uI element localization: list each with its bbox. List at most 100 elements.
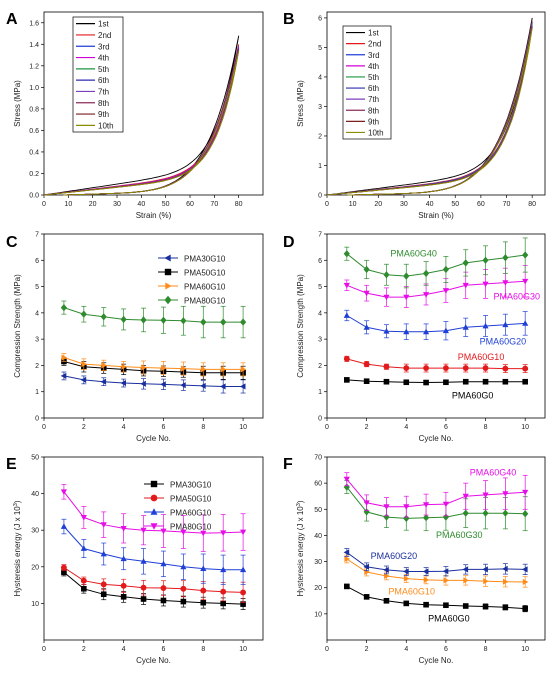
x-tick-label: 0	[42, 424, 46, 431]
plot-frame	[43, 456, 264, 641]
data-point	[423, 576, 430, 583]
legend-label: 1st	[98, 20, 109, 29]
y-tick-label: 20	[31, 564, 39, 571]
y-tick-label: 1	[318, 163, 322, 170]
data-point	[462, 378, 469, 385]
legend-label: PMA30G10	[170, 481, 212, 490]
x-tick-label: 10	[521, 424, 529, 431]
y-tick-label: 1.2	[29, 63, 39, 70]
x-tick-label: 10	[349, 201, 357, 208]
data-point	[160, 597, 167, 604]
data-point	[384, 572, 390, 579]
data-point	[502, 254, 509, 262]
legend-label: PMA50G10	[170, 495, 212, 504]
x-tick-label: 20	[89, 201, 97, 208]
data-point	[462, 493, 469, 500]
data-point	[200, 318, 207, 326]
x-tick-label: 2	[365, 424, 369, 431]
series-line	[63, 491, 244, 534]
y-axis-title-main: Stress (MPa)	[13, 80, 22, 127]
data-point	[363, 378, 370, 384]
plot-frame	[43, 233, 264, 419]
data-point	[343, 282, 350, 289]
y-tick-label: 30	[31, 528, 39, 535]
data-point	[502, 321, 509, 328]
y-axis-title-main: Hysteresis energy (J x 10	[13, 506, 22, 597]
series-line	[346, 358, 526, 370]
series-pma60g20	[343, 309, 529, 341]
x-tick-label: 0	[325, 646, 329, 653]
legend-label: PMA50G10	[184, 269, 226, 278]
series-annotation: PMA60G0	[452, 390, 494, 400]
panel-letter: C	[6, 234, 18, 251]
x-tick-label: 10	[64, 201, 72, 208]
x-tick-label: 6	[444, 424, 448, 431]
data-point	[403, 568, 409, 575]
data-point	[344, 377, 350, 383]
data-point	[462, 365, 469, 371]
legend: PMA30G10 PMA50G10 PMA60G10 PMA80G10	[158, 254, 226, 306]
data-point	[482, 509, 489, 517]
data-point	[363, 500, 370, 506]
data-point	[121, 363, 127, 370]
y-tick-label: 5	[318, 284, 322, 291]
legend-label: 9th	[368, 117, 379, 126]
x-tick-label: 6	[162, 646, 166, 653]
data-point	[383, 294, 390, 301]
x-tick-label: 6	[162, 424, 166, 431]
series-pma80g10	[60, 300, 247, 339]
data-point	[383, 597, 390, 604]
data-point	[160, 560, 167, 567]
data-point	[522, 578, 529, 585]
legend-label: 2nd	[98, 31, 111, 40]
x-tick-label: 2	[82, 424, 86, 431]
legend-swatch-marker	[165, 282, 172, 290]
data-point	[220, 566, 227, 573]
data-point	[81, 585, 87, 592]
data-point	[180, 382, 186, 389]
data-point	[482, 378, 489, 385]
data-point	[423, 601, 429, 608]
legend-label: 5th	[98, 65, 109, 74]
data-point	[80, 545, 87, 551]
data-point	[442, 513, 449, 521]
legend-label: 9th	[98, 110, 109, 119]
data-point	[363, 265, 370, 274]
data-point	[363, 290, 370, 297]
legend-label: PMA60G10	[184, 283, 226, 292]
y-tick-label: 1.4	[29, 42, 39, 49]
y-axis-title-main: Compression Strength (MPa)	[13, 274, 22, 378]
data-point	[141, 364, 147, 371]
series-annotation: PMA60G10	[458, 352, 505, 362]
series-annotation: PMA60G40	[390, 248, 437, 258]
data-point	[522, 365, 529, 372]
y-tick-label: 4	[35, 310, 39, 317]
data-point	[60, 489, 67, 495]
series-pma60g0	[344, 583, 528, 613]
panel-c: C 0 2 4 6 8 10 0 1 2 3 4 5 6 7 Cycle No. Compression Str…	[6, 232, 264, 443]
data-point	[140, 596, 147, 602]
x-tick-label: 30	[400, 201, 408, 208]
data-point	[120, 380, 126, 387]
data-point	[100, 522, 107, 528]
data-point	[220, 530, 227, 536]
series-annotation: PMA60G0	[428, 614, 470, 624]
y-axis-title: Compression Strength (MPa)	[296, 274, 305, 378]
data-point	[423, 365, 430, 371]
series-line	[346, 551, 526, 572]
data-point	[200, 587, 207, 594]
x-axis-title: Strain (%)	[418, 211, 454, 220]
data-point	[423, 269, 430, 278]
data-point	[140, 558, 147, 564]
data-point	[482, 492, 489, 499]
data-point	[423, 292, 430, 298]
legend-label: 3rd	[98, 42, 110, 51]
legend-box	[72, 16, 124, 133]
y-tick-label: 7	[35, 232, 39, 239]
data-point	[240, 366, 247, 373]
x-tick-label: 50	[451, 201, 459, 208]
data-point	[482, 256, 489, 264]
x-axis-title: Cycle No.	[136, 656, 171, 665]
series-line	[346, 379, 526, 384]
data-point	[161, 365, 167, 372]
